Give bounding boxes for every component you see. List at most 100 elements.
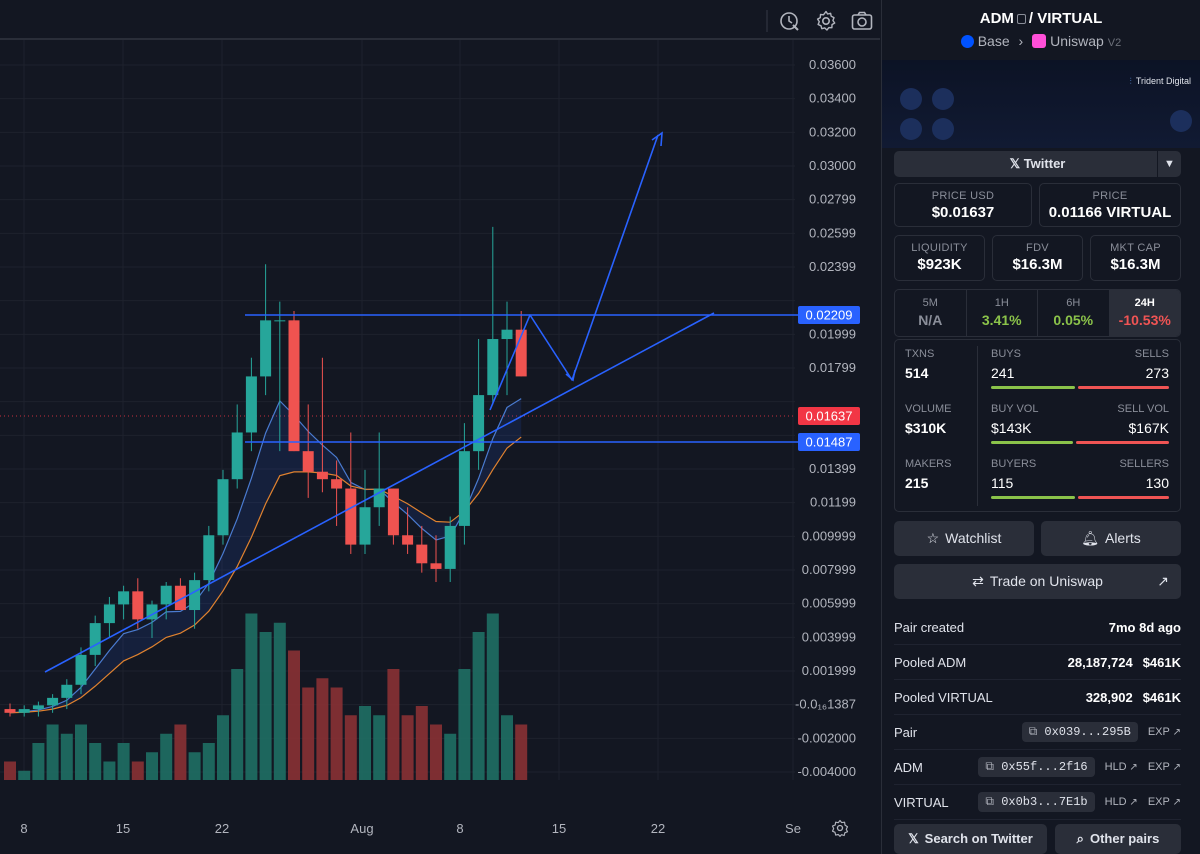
projection-arrow-mid bbox=[565, 369, 576, 382]
tab-label: 5M bbox=[922, 297, 938, 309]
resistance-price-badge: 0.02209 bbox=[806, 308, 853, 323]
candle-body bbox=[245, 376, 257, 433]
virtual-holders-link[interactable]: HLD bbox=[1105, 796, 1138, 808]
volume-bar bbox=[245, 613, 258, 780]
price-chart[interactable]: 0.03600 0.03400 0.03200 0.03000 0.02799 0.025… bbox=[0, 0, 880, 854]
gear-icon[interactable] bbox=[814, 9, 838, 33]
support-price-badge-bg bbox=[798, 433, 860, 451]
chain-link[interactable]: Base bbox=[977, 33, 1010, 49]
virtual-address-row: VIRTUAL 0x0b3...7E1b HLD EXP bbox=[894, 785, 1181, 820]
time-tick-label: 8 bbox=[20, 821, 27, 836]
tab-1h[interactable]: 1H 3.41% bbox=[967, 290, 1038, 336]
virtual-explorer-link[interactable]: EXP bbox=[1148, 796, 1181, 808]
chart-area[interactable]: 0.03600 0.03400 0.03200 0.03000 0.02799 0.025… bbox=[0, 0, 880, 854]
time-tick-label: 15 bbox=[116, 821, 130, 836]
trend-line bbox=[44, 312, 715, 673]
price-tick-label: -0.0₁₆1387 bbox=[795, 697, 856, 712]
buys-label: BUYS bbox=[991, 348, 1021, 360]
mkt-cap-value: $16.3M bbox=[1110, 256, 1161, 273]
chart-settings-icon[interactable] bbox=[830, 818, 850, 838]
price-tick-label: 0.007999 bbox=[802, 562, 856, 577]
price-tick-label: 0.03000 bbox=[809, 158, 856, 173]
pooled-quote-usd: $461K bbox=[1142, 689, 1181, 705]
buyers-value: 115 bbox=[991, 475, 1014, 491]
tab-24h[interactable]: 24H -10.53% bbox=[1109, 290, 1180, 336]
virtual-label: VIRTUAL bbox=[894, 794, 949, 810]
volume-bar bbox=[387, 669, 400, 780]
other-pairs-label: Other pairs bbox=[1089, 831, 1160, 846]
tab-change: N/A bbox=[918, 312, 943, 328]
timeframe-tabs[interactable]: 5M N/A 1H 3.41% 6H 0.05% 24H -10.53% bbox=[894, 289, 1181, 337]
tab-6h[interactable]: 6H 0.05% bbox=[1038, 290, 1110, 336]
search-twitter-button[interactable]: 𝕏 Search on Twitter bbox=[894, 824, 1047, 854]
swap-icon: ⇄ bbox=[972, 573, 984, 589]
other-pairs-button[interactable]: ⌕ Other pairs bbox=[1055, 824, 1181, 854]
time-tick-label: Aug bbox=[350, 821, 373, 836]
tab-label: 24H bbox=[1134, 297, 1155, 309]
candle-body bbox=[146, 604, 158, 620]
price-tick-label: 0.03200 bbox=[809, 124, 856, 139]
time-tick-label: 22 bbox=[651, 821, 665, 836]
candle-body bbox=[89, 623, 101, 655]
camera-icon[interactable] bbox=[850, 9, 874, 33]
pair-address-copy[interactable]: 0x039...295B bbox=[1021, 722, 1138, 742]
sells-label: SELLS bbox=[1134, 348, 1169, 360]
candle-body bbox=[174, 585, 186, 611]
buyers-label: BUYERS bbox=[991, 458, 1037, 470]
txns-label: TXNS bbox=[905, 348, 935, 360]
user-drawings[interactable] bbox=[44, 131, 800, 673]
pair-created-value: 7mo 8d ago bbox=[1108, 619, 1181, 635]
volume-bar bbox=[32, 743, 45, 780]
volume-bar bbox=[231, 669, 244, 780]
twitter-button[interactable]: 𝕏 Twitter ▼ bbox=[894, 151, 1181, 177]
copy-icon[interactable] bbox=[1016, 14, 1026, 24]
alerts-button[interactable]: 🔔︎ Alerts bbox=[1041, 521, 1181, 556]
external-link-icon: ↗ bbox=[1157, 573, 1169, 589]
price-tick-label: 0.01199 bbox=[810, 495, 856, 510]
virtual-address-copy[interactable]: 0x0b3...7E1b bbox=[978, 792, 1095, 812]
watchlist-button[interactable]: ☆ Watchlist bbox=[894, 521, 1034, 556]
adm-holders-link[interactable]: HLD bbox=[1105, 761, 1138, 773]
candle-body bbox=[260, 320, 272, 377]
candle-body bbox=[515, 329, 527, 377]
sellers-label: SELLERS bbox=[1119, 458, 1169, 470]
pair-explorer-link[interactable]: EXP bbox=[1148, 726, 1181, 738]
price-tick-label: 0.01799 bbox=[809, 360, 856, 375]
candle-body bbox=[203, 535, 215, 581]
volume-bar bbox=[359, 706, 371, 780]
candle-body bbox=[359, 507, 371, 545]
volume-bar bbox=[444, 733, 457, 780]
volume-bar bbox=[415, 706, 428, 780]
time-tick-label: 22 bbox=[215, 821, 229, 836]
chevron-right-icon: › bbox=[1018, 33, 1024, 49]
volume-bar bbox=[401, 715, 414, 780]
projection-path bbox=[489, 134, 659, 411]
candle-body bbox=[288, 320, 300, 452]
adm-address-copy[interactable]: 0x55f...2f16 bbox=[978, 757, 1095, 777]
trade-button[interactable]: ⇄ Trade on Uniswap ↗ bbox=[894, 564, 1181, 599]
chevron-down-icon[interactable]: ▼ bbox=[1157, 151, 1181, 177]
candle-body bbox=[501, 329, 513, 340]
ema-slow-line bbox=[9, 436, 522, 714]
replay-icon[interactable] bbox=[778, 9, 802, 33]
pooled-base-row: Pooled ADM 28,187,724 $461K bbox=[894, 645, 1181, 680]
price-tick-label: 0.02799 bbox=[809, 192, 856, 207]
candle-body bbox=[473, 395, 485, 452]
price-tick-label: 0.009999 bbox=[802, 528, 856, 543]
adm-address-row: ADM 0x55f...2f16 HLD EXP bbox=[894, 750, 1181, 785]
candle-body bbox=[302, 451, 314, 472]
candle-body bbox=[345, 488, 357, 545]
makers-row: MAKERS 215 BUYERS SELLERS 115 130 bbox=[895, 450, 1180, 504]
dex-link[interactable]: Uniswap bbox=[1050, 33, 1104, 49]
fdv-value: $16.3M bbox=[1012, 256, 1063, 273]
candle-body bbox=[316, 471, 328, 480]
volume-ratio-bar bbox=[991, 441, 1169, 444]
price-tick-label: 0.03400 bbox=[809, 91, 856, 106]
price-usd-box: PRICE USD $0.01637 bbox=[894, 183, 1032, 227]
adm-explorer-link[interactable]: EXP bbox=[1148, 761, 1181, 773]
volume-bar bbox=[146, 752, 158, 780]
candle-body bbox=[189, 580, 201, 611]
price-native-label: PRICE bbox=[1092, 190, 1128, 202]
tab-5m[interactable]: 5M N/A bbox=[895, 290, 967, 336]
